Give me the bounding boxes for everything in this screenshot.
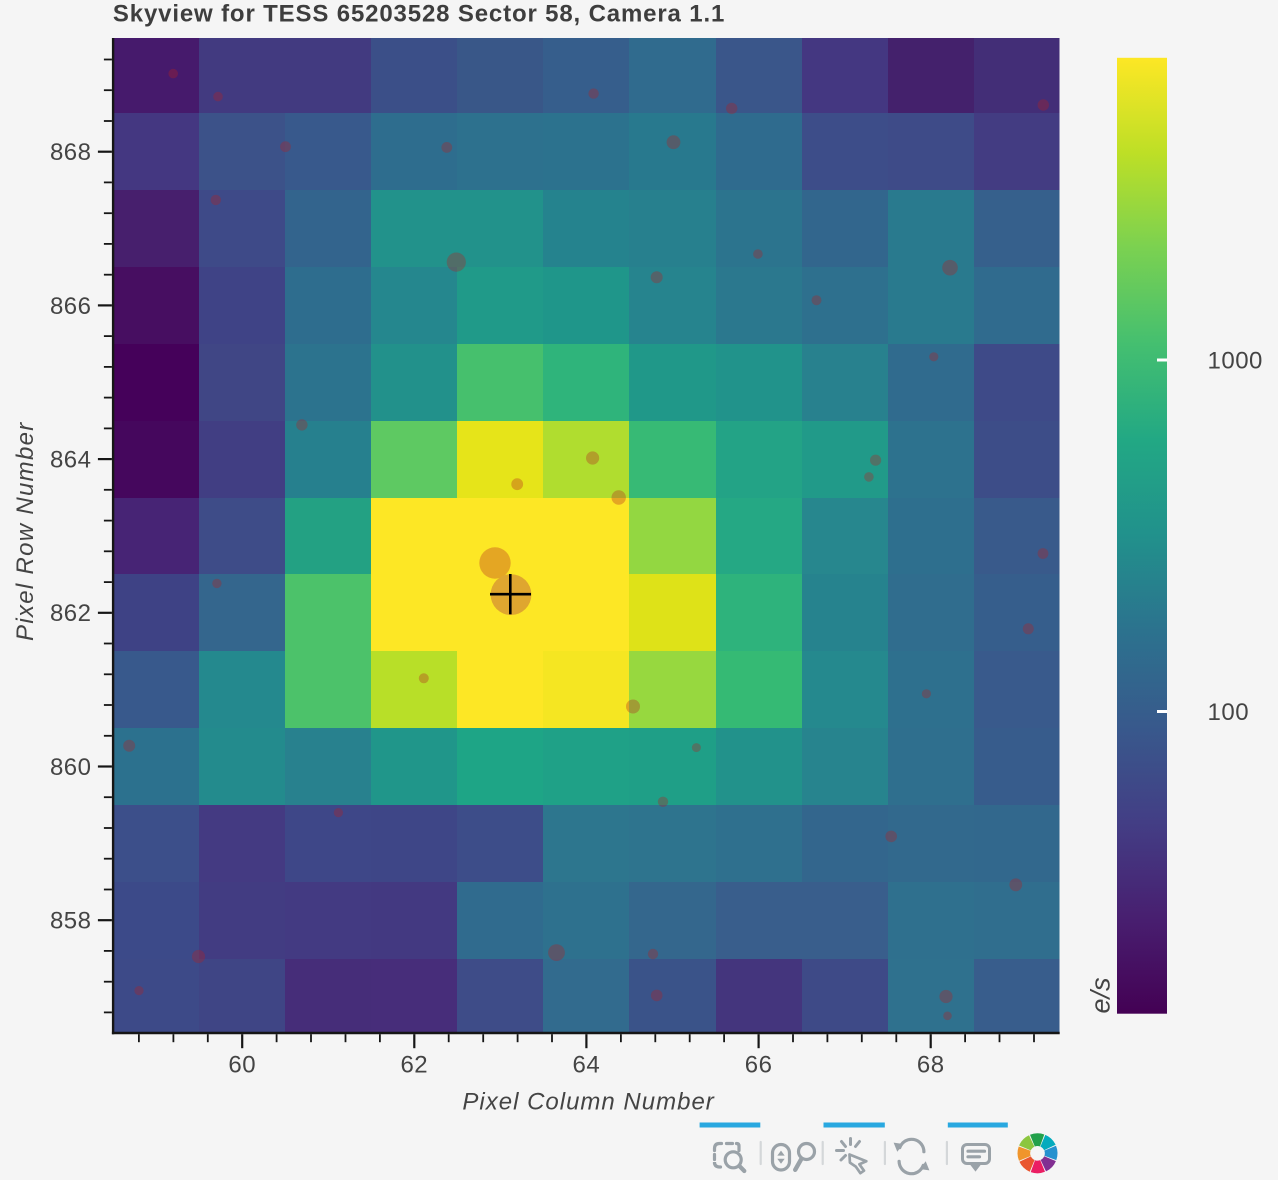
svg-text:66: 66: [745, 1052, 773, 1079]
svg-text:864: 864: [50, 447, 92, 474]
svg-text:858: 858: [50, 908, 92, 935]
svg-text:860: 860: [50, 754, 92, 781]
svg-text:100: 100: [1208, 699, 1250, 726]
svg-text:Skyview for TESS 65203528 Sect: Skyview for TESS 65203528 Sector 58, Cam…: [113, 0, 725, 27]
svg-text:68: 68: [917, 1052, 945, 1079]
svg-text:e/s: e/s: [1086, 977, 1116, 1013]
svg-text:Pixel Column Number: Pixel Column Number: [462, 1089, 714, 1116]
svg-text:862: 862: [50, 600, 92, 627]
svg-text:1000: 1000: [1208, 347, 1263, 374]
svg-text:64: 64: [573, 1052, 601, 1079]
svg-text:Pixel Row Number: Pixel Row Number: [12, 421, 39, 641]
svg-text:866: 866: [50, 293, 92, 320]
svg-text:62: 62: [400, 1052, 428, 1079]
svg-text:868: 868: [50, 139, 92, 166]
svg-text:60: 60: [228, 1052, 256, 1079]
